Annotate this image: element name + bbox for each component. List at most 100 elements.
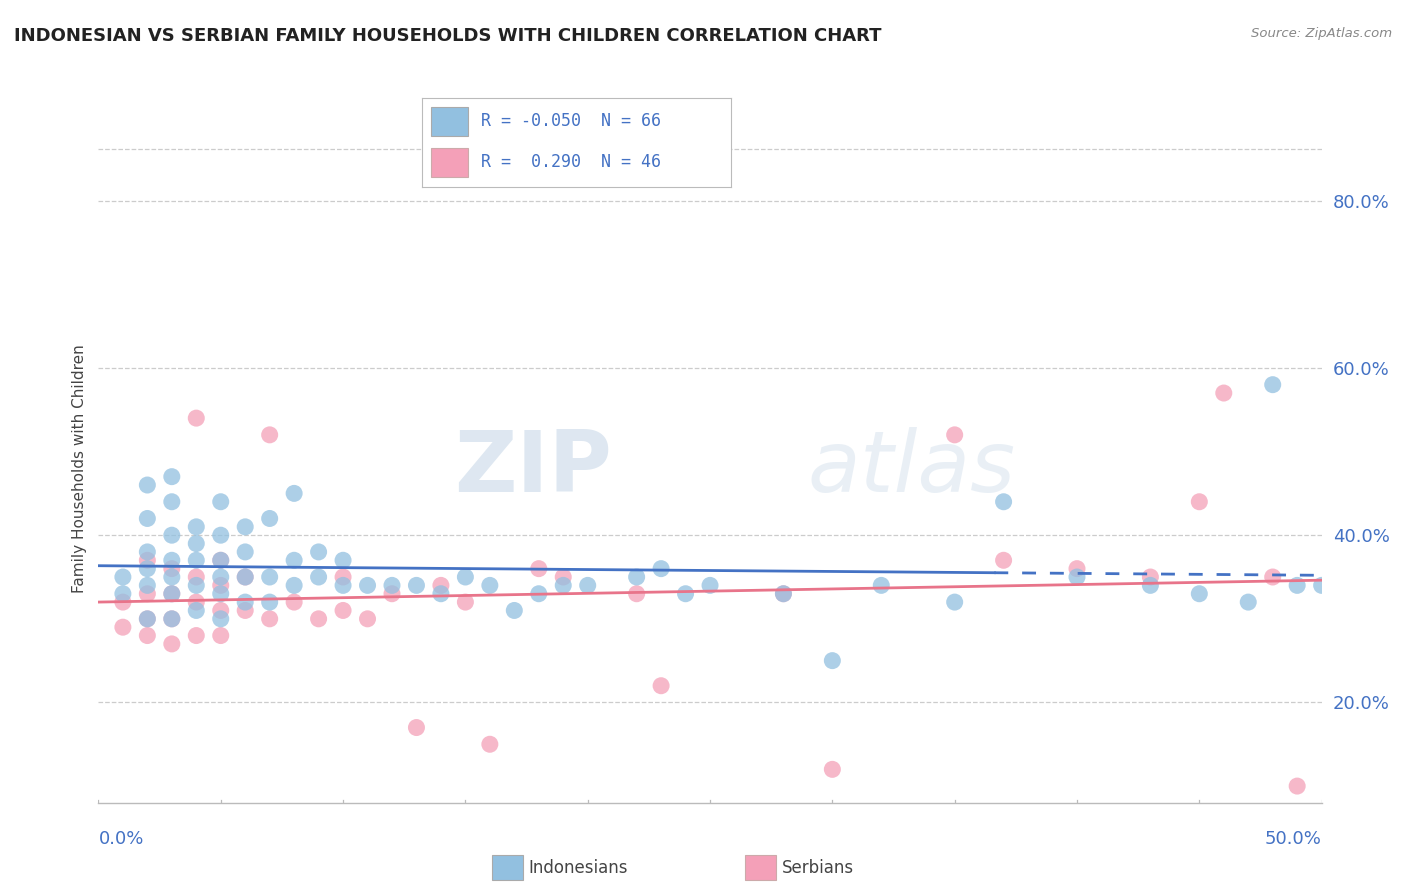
Point <box>356 578 378 592</box>
Text: 0.0%: 0.0% <box>98 830 143 847</box>
Y-axis label: Family Households with Children: Family Households with Children <box>72 344 87 592</box>
Point <box>209 578 232 592</box>
Point <box>772 587 794 601</box>
Point <box>993 494 1015 508</box>
Point <box>160 637 183 651</box>
Point <box>209 628 232 642</box>
Point <box>1139 570 1161 584</box>
Point <box>186 520 208 534</box>
Point <box>186 536 208 550</box>
Point <box>186 411 208 425</box>
Bar <box>432 148 468 177</box>
Point <box>259 595 281 609</box>
Point <box>308 545 330 559</box>
Point <box>430 587 453 601</box>
Point <box>160 570 183 584</box>
Point <box>160 612 183 626</box>
Point <box>209 612 232 626</box>
Point <box>993 553 1015 567</box>
Point <box>186 603 208 617</box>
Point <box>111 570 134 584</box>
Text: R = -0.050  N = 66: R = -0.050 N = 66 <box>481 112 661 130</box>
Point <box>136 578 159 592</box>
Point <box>626 587 648 601</box>
Point <box>186 570 208 584</box>
Point <box>405 721 427 735</box>
Point <box>454 570 477 584</box>
Point <box>576 578 599 592</box>
Point <box>821 654 844 668</box>
Point <box>259 612 281 626</box>
Point <box>772 587 794 601</box>
Point <box>332 553 354 567</box>
Point <box>478 737 501 751</box>
Point <box>160 587 183 601</box>
Point <box>1261 377 1284 392</box>
Point <box>160 469 183 483</box>
Point <box>332 578 354 592</box>
Point <box>160 587 183 601</box>
Point <box>1139 578 1161 592</box>
Point <box>209 603 232 617</box>
Bar <box>432 107 468 136</box>
Point <box>160 562 183 576</box>
Point <box>430 578 453 592</box>
Point <box>1261 570 1284 584</box>
Text: INDONESIAN VS SERBIAN FAMILY HOUSEHOLDS WITH CHILDREN CORRELATION CHART: INDONESIAN VS SERBIAN FAMILY HOUSEHOLDS … <box>14 27 882 45</box>
Text: Source: ZipAtlas.com: Source: ZipAtlas.com <box>1251 27 1392 40</box>
Point <box>136 628 159 642</box>
Point <box>283 486 305 500</box>
Point <box>233 595 256 609</box>
Point <box>209 553 232 567</box>
Point <box>553 570 575 584</box>
Point <box>283 553 305 567</box>
Point <box>1066 570 1088 584</box>
Point <box>626 570 648 584</box>
Point <box>405 578 427 592</box>
Point <box>259 570 281 584</box>
Point <box>136 612 159 626</box>
Point <box>478 578 501 592</box>
Text: ZIP: ZIP <box>454 426 612 510</box>
Text: R =  0.290  N = 46: R = 0.290 N = 46 <box>481 153 661 171</box>
Point <box>136 511 159 525</box>
Point <box>650 679 672 693</box>
Point <box>259 428 281 442</box>
Point <box>186 628 208 642</box>
Point <box>675 587 697 601</box>
Point <box>870 578 893 592</box>
Point <box>136 478 159 492</box>
Point <box>283 578 305 592</box>
Point <box>308 612 330 626</box>
Point <box>650 562 672 576</box>
Point <box>454 595 477 609</box>
Point <box>209 494 232 508</box>
Point <box>308 570 330 584</box>
Point <box>1066 562 1088 576</box>
Point <box>233 520 256 534</box>
Point <box>553 578 575 592</box>
Point <box>1212 386 1234 401</box>
Point <box>1286 779 1309 793</box>
Point <box>186 553 208 567</box>
Point <box>160 612 183 626</box>
Point <box>136 612 159 626</box>
Point <box>1237 595 1260 609</box>
Point <box>209 553 232 567</box>
Point <box>136 545 159 559</box>
Point <box>943 428 966 442</box>
Text: Indonesians: Indonesians <box>529 859 628 877</box>
Point <box>160 528 183 542</box>
Point <box>233 570 256 584</box>
Text: Serbians: Serbians <box>782 859 853 877</box>
Point <box>332 570 354 584</box>
Point <box>332 603 354 617</box>
Point <box>381 578 404 592</box>
Point <box>821 762 844 776</box>
Point <box>136 553 159 567</box>
Point <box>1310 578 1333 592</box>
Point <box>209 587 232 601</box>
Point <box>160 553 183 567</box>
Point <box>1188 494 1211 508</box>
Point <box>233 570 256 584</box>
